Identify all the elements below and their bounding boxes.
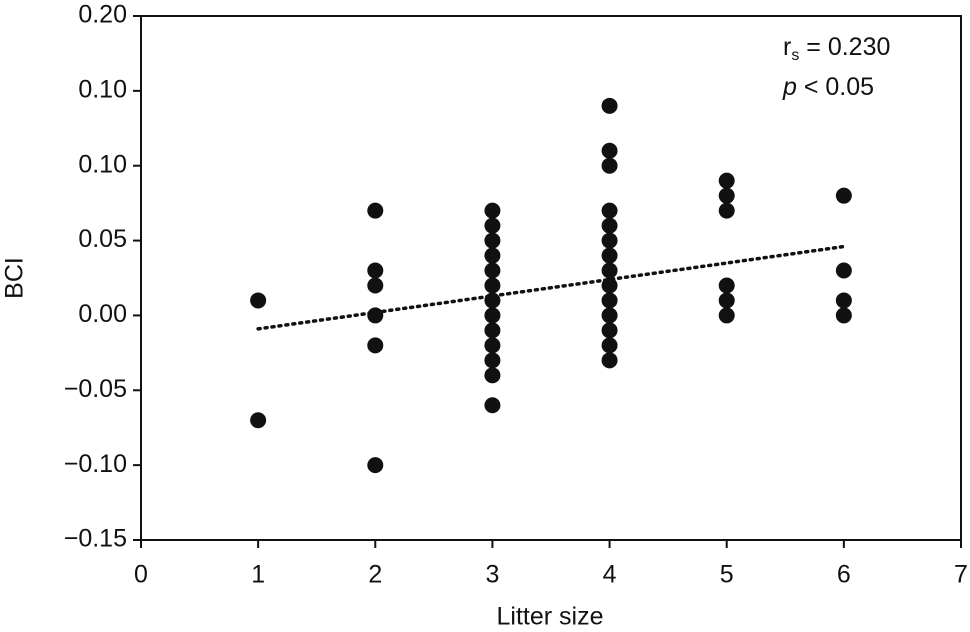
- point: [601, 307, 618, 324]
- point: [484, 217, 501, 234]
- point: [601, 337, 618, 354]
- point: [484, 232, 501, 249]
- point: [718, 187, 735, 204]
- y-tick-label: −0.10: [64, 450, 127, 478]
- x-tick-label: 2: [368, 561, 382, 589]
- point: [718, 277, 735, 294]
- y-tick-label: 0.05: [78, 225, 127, 253]
- y-tick-label: 0.00: [78, 300, 127, 328]
- point: [601, 142, 618, 159]
- x-tick-label: 6: [837, 561, 851, 589]
- point: [835, 262, 852, 279]
- point: [484, 292, 501, 309]
- annotation-r: r: [783, 33, 791, 61]
- point: [601, 277, 618, 294]
- annotation-sub: s: [791, 47, 799, 64]
- point: [367, 457, 384, 474]
- annotation: rs = 0.230: [783, 33, 890, 65]
- point: [367, 337, 384, 354]
- annotation-p: p < 0.05: [782, 73, 874, 101]
- point: [601, 352, 618, 369]
- point: [718, 292, 735, 309]
- point: [601, 292, 618, 309]
- x-tick-label: 3: [485, 561, 499, 589]
- point: [367, 202, 384, 219]
- point: [484, 247, 501, 264]
- point: [484, 277, 501, 294]
- point: [367, 262, 384, 279]
- point: [601, 97, 618, 114]
- point: [250, 412, 267, 429]
- point: [601, 262, 618, 279]
- x-tick-label: 7: [954, 561, 968, 589]
- point: [250, 292, 267, 309]
- x-axis-label: Litter size: [497, 603, 604, 631]
- y-tick-label: −0.05: [64, 375, 127, 403]
- point: [484, 367, 501, 384]
- point: [484, 307, 501, 324]
- point: [601, 202, 618, 219]
- annotation-p-letter: p: [782, 73, 797, 101]
- point: [601, 157, 618, 174]
- x-tick-label: 0: [134, 561, 148, 589]
- y-tick-label: −0.15: [64, 525, 127, 553]
- point: [484, 262, 501, 279]
- point: [718, 307, 735, 324]
- x-tick-label: 5: [720, 561, 734, 589]
- y-tick-label: 0.20: [78, 1, 127, 29]
- x-tick-label: 4: [603, 561, 617, 589]
- point: [718, 202, 735, 219]
- annotation-r-text: = 0.230: [799, 33, 890, 61]
- point: [484, 202, 501, 219]
- plot-frame: [140, 15, 962, 541]
- annotation-p-text: < 0.05: [797, 73, 874, 101]
- point: [718, 172, 735, 189]
- point: [484, 337, 501, 354]
- point: [601, 322, 618, 339]
- point: [601, 247, 618, 264]
- trend-line: [256, 244, 846, 331]
- y-axis-label: BCI: [1, 257, 29, 299]
- point: [835, 292, 852, 309]
- point: [484, 397, 501, 414]
- point: [367, 307, 384, 324]
- point: [484, 352, 501, 369]
- point: [367, 277, 384, 294]
- x-tick-label: 1: [251, 561, 265, 589]
- point: [484, 322, 501, 339]
- point: [601, 232, 618, 249]
- point: [601, 217, 618, 234]
- y-tick-label: 0.10: [78, 150, 127, 178]
- point: [835, 187, 852, 204]
- point: [835, 307, 852, 324]
- y-tick-label: 0.10: [78, 75, 127, 103]
